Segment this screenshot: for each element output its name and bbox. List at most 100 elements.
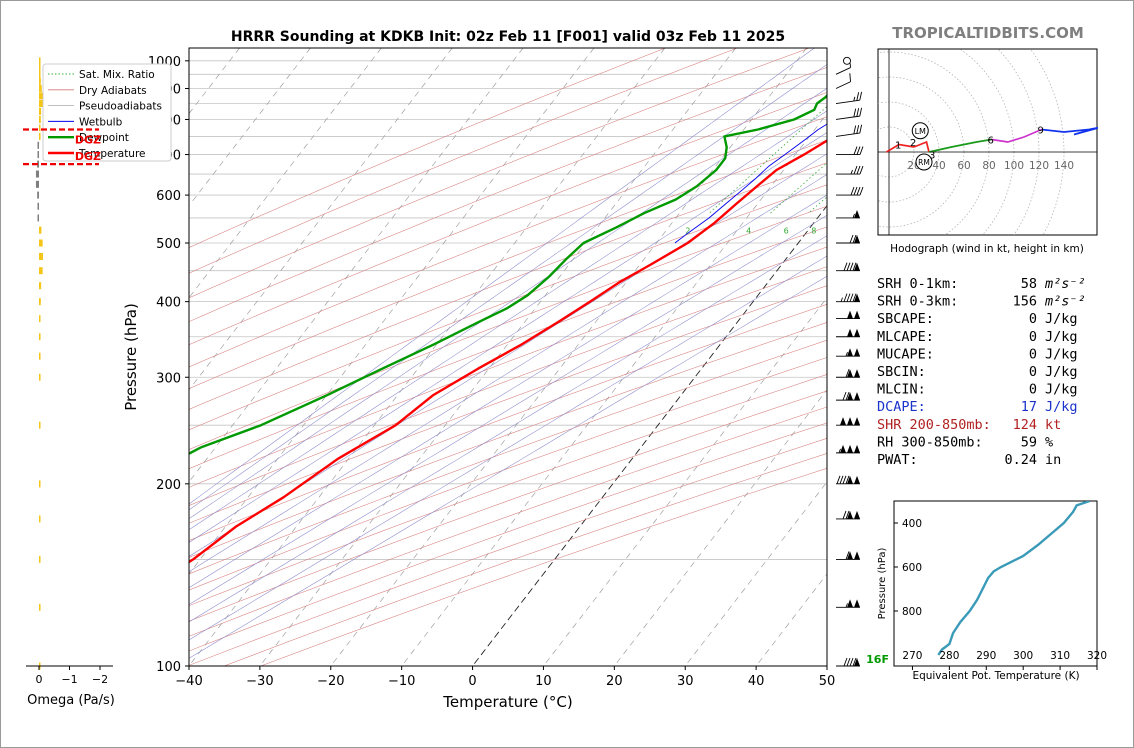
barb-flag [845,475,850,484]
theta-e-x-tick-label: 290 [976,650,996,662]
barb-glyph [835,63,851,75]
barb-pennant [840,444,846,453]
barb-flag [856,108,860,117]
omega-bar [39,85,42,93]
barb-flag [859,91,863,101]
index-label: SBCAPE: [877,311,934,327]
wind-barb [836,657,860,667]
omega-bar [39,57,41,65]
barb-flag [842,510,847,520]
wind-barb [836,510,860,520]
barb-glyph [836,417,860,426]
x-tick-label: 0 [468,674,476,689]
hodograph-ring-label: 80 [982,160,995,172]
barb-flag [852,293,857,302]
y-axis-label: Pressure (hPa) [122,303,140,411]
pseudoadiabat [189,275,827,659]
barb-glyph [836,551,860,560]
surface-dewpoint-label: 16F [866,653,889,666]
isotherm [614,389,827,666]
barb-flag [845,510,850,520]
dry-adiabat [189,48,666,248]
wind-barbs [835,56,864,667]
omega-bar [35,170,39,178]
legend-box [42,63,172,162]
theta-e-x-tick-label: 300 [1013,650,1033,662]
dry-adiabat [189,339,827,575]
barb-pennant [847,369,853,378]
wind-barb [836,369,860,378]
barb-flag [836,475,841,484]
mixing-ratio-label: 4 [746,227,751,236]
barb-glyph [836,293,860,303]
index-unit: J/kg [1045,329,1078,345]
index-label: MUCAPE: [877,346,934,362]
omega-tick-label: −2 [92,673,108,686]
barb-pennant [854,510,860,519]
barb-staff [835,99,860,104]
dry-adiabat [189,226,827,470]
x-tick-label: 50 [819,674,836,689]
barb-pennant [854,348,860,357]
omega-bar [39,239,43,247]
barb-staff [835,67,851,75]
chart-title: HRRR Sounding at KDKB Init: 02z Feb 11 [… [231,29,785,45]
index-unit: J/kg [1045,346,1078,362]
wind-barb [835,73,851,89]
skew-t-diagram: 24681013162024303616F30F−40−30−20−100102… [42,47,943,711]
index-unit: m²s⁻² [1044,276,1086,292]
hodograph-ring-label: 40 [932,160,945,172]
omega-bar [37,160,39,168]
barb-flag [856,146,861,155]
barb-pennant [854,310,860,319]
dry-adiabat [189,139,827,389]
legend-label: Wetbulb [79,116,123,128]
barb-pennant [854,658,860,666]
barb-flag [849,293,854,302]
index-unit: J/kg [1045,382,1078,398]
hodograph-trace [886,143,915,153]
omega-bar [39,373,41,381]
plot-frame [188,47,828,667]
index-unit: kt [1045,417,1061,433]
omega-bar [39,333,41,341]
barb-flag [849,234,854,244]
barb-glyph [836,391,860,401]
pseudoadiabat [189,110,827,531]
barb-pennant [847,392,853,401]
barb-flag [849,262,854,271]
omega-bar [39,315,41,323]
hodograph-trace [1041,126,1098,136]
barb-flag [843,293,848,302]
theta-e-y-tick-label: 600 [902,562,922,574]
x-axis-label: Temperature (°C) [442,693,572,711]
y-tick-label: 100 [156,660,181,675]
right-mover-marker [915,153,933,171]
barb-half-flag [845,603,848,608]
index-value: 0.24 [1004,452,1037,468]
index-unit: J/kg [1045,399,1078,415]
omega-bar [37,191,39,199]
barb-glyph [835,124,863,137]
x-tick-label: 10 [535,674,552,689]
index-value: 0 [1029,346,1037,362]
dry-adiabat [189,162,827,410]
barb-pennant [854,209,860,218]
wind-barb [836,146,864,156]
hodograph-frame [877,48,1098,236]
index-unit: m²s⁻² [1044,294,1086,310]
plot-background [189,48,827,666]
watermark-logo: TROPICALTIDBITS.COM [892,24,1084,42]
theta-e-panel: 270 280 290 300 310 320 400 600 800 Equivalent Po… [877,500,1107,682]
wind-barb [836,328,860,338]
omega-bar [39,352,41,360]
omega-bar [39,252,43,260]
barb-glyph [836,599,860,608]
barb-flag [856,165,861,175]
plot-lines: 246810131620243036 [189,48,827,666]
barb-half-flag [838,448,841,454]
y-tick-label: 600 [156,189,181,204]
barb-half-flag [853,96,856,102]
